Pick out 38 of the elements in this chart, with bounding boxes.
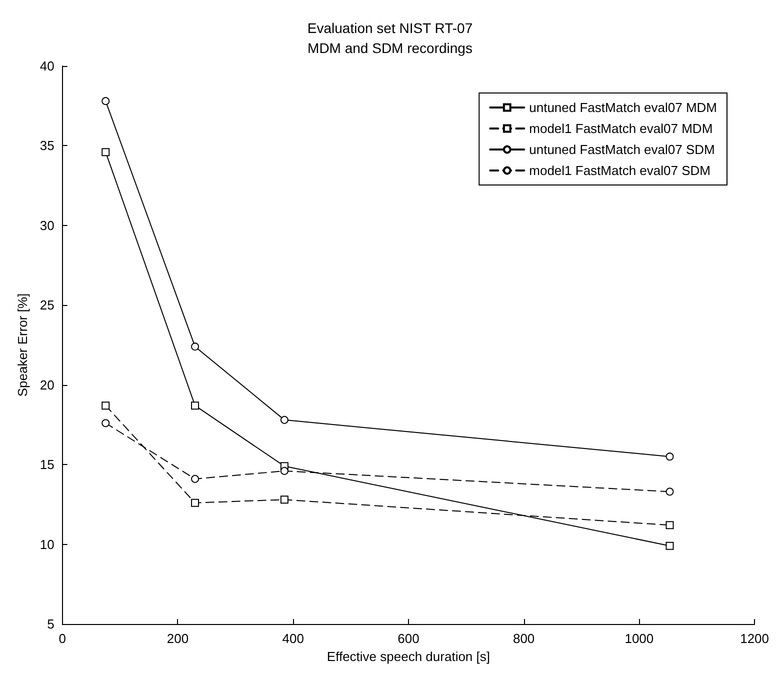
point — [666, 542, 674, 550]
x-tick-label: 800 — [512, 631, 535, 646]
y-tick-label: 20 — [40, 377, 54, 392]
point — [191, 474, 200, 483]
legend-label: model1 FastMatch eval07 SDM — [529, 163, 710, 178]
point — [102, 419, 110, 428]
x-tick-label: 0 — [58, 631, 66, 646]
point — [102, 402, 110, 410]
point — [666, 521, 674, 530]
x-tick-label: 1000 — [624, 631, 654, 646]
y-tick-label: 35 — [40, 138, 54, 154]
y-tick-label: 40 — [40, 58, 54, 74]
x-tick-label: 200 — [166, 631, 189, 646]
y-tick-label: 15 — [40, 457, 54, 472]
point — [666, 452, 674, 461]
point — [280, 416, 288, 424]
chart-subtitle: MDM and SDM recordings — [308, 40, 472, 56]
y-tick-label: 5 — [47, 616, 54, 632]
point — [102, 148, 110, 156]
x-tick-label: 400 — [282, 631, 304, 646]
point — [191, 342, 200, 351]
y-tick-label: 30 — [40, 218, 54, 233]
y-tick-label: 10 — [40, 536, 54, 552]
point — [280, 496, 288, 504]
point — [191, 402, 200, 410]
point — [280, 466, 288, 475]
point — [191, 498, 200, 507]
y-axis-title: Speaker Error [%] — [15, 293, 30, 397]
legend-label: model1 FastMatch eval07 MDM — [529, 121, 713, 136]
x-tick-label: 600 — [398, 631, 420, 646]
point — [666, 488, 674, 496]
chart-title: Evaluation set NIST RT-07 — [307, 20, 473, 36]
legend-label: untuned FastMatch eval07 SDM — [529, 142, 715, 157]
x-axis-title: Effective speech duration [s] — [326, 648, 490, 664]
y-tick-label: 25 — [40, 298, 54, 313]
x-tick-label: 1200 — [740, 631, 769, 646]
point — [102, 97, 110, 106]
legend-label: untuned FastMatch eval07 MDM — [529, 100, 718, 115]
